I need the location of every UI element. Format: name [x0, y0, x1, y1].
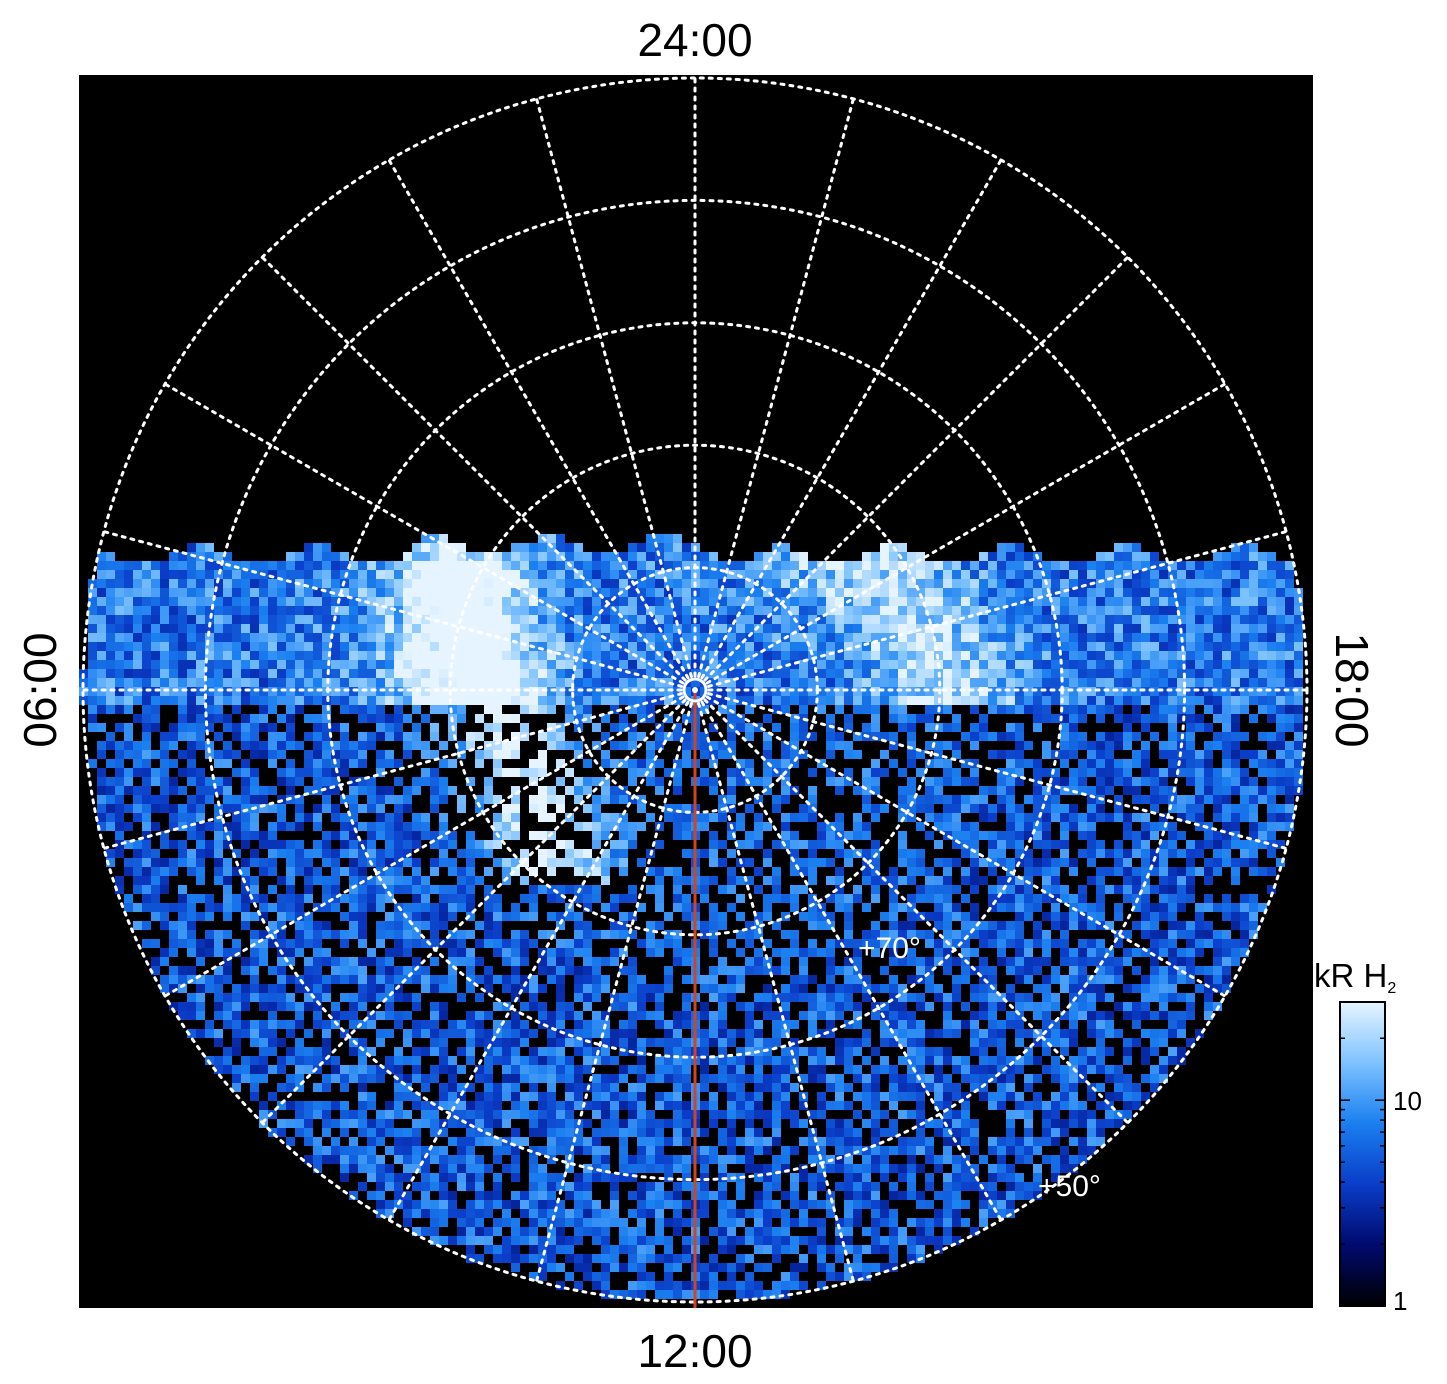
time-label-right: 18:00	[1326, 632, 1378, 747]
pole-marker	[682, 677, 708, 703]
hour-meridian	[705, 382, 1227, 685]
latitude-ring	[448, 443, 942, 937]
hour-meridian	[260, 255, 687, 682]
time-label-bottom: 12:00	[637, 1325, 752, 1377]
emission-heatmap	[79, 534, 1303, 1299]
colorbar-unit: kR H2	[1314, 957, 1396, 997]
colorbar-ticks	[1340, 1001, 1385, 1307]
hour-meridian	[697, 97, 855, 678]
hour-meridian	[163, 695, 685, 998]
colorbar-gradient	[1339, 1001, 1386, 1307]
latitude-label-70: +70°	[858, 932, 921, 965]
hour-meridian	[260, 698, 687, 1125]
hour-meridian	[535, 97, 693, 678]
hour-meridian	[102, 530, 683, 688]
colorbar-tick-label-1: 1	[1393, 1286, 1407, 1316]
hour-meridian	[387, 158, 690, 680]
hour-meridian	[697, 702, 855, 1283]
colorbar-unit-subscript: 2	[1387, 980, 1396, 997]
hour-meridian	[703, 255, 1130, 682]
latitude-label-50: +50°	[1038, 1170, 1101, 1203]
polar-grid	[81, 76, 1309, 1304]
hour-meridian	[707, 530, 1288, 688]
hour-meridian	[703, 698, 1130, 1125]
time-label-left: 06:00	[14, 632, 66, 747]
time-label-top: 24:00	[637, 14, 752, 66]
hour-meridian	[535, 702, 693, 1283]
hour-meridian	[163, 382, 685, 685]
hour-meridian	[705, 695, 1227, 998]
hour-meridian	[102, 692, 683, 850]
hour-meridian	[700, 700, 1003, 1222]
colorbar-tick-label-10: 10	[1393, 1086, 1422, 1116]
hour-meridian	[387, 700, 690, 1222]
hour-meridian	[700, 158, 1003, 680]
hour-meridian	[707, 692, 1288, 850]
colorbar: kR H2 10 1	[1314, 957, 1422, 1316]
